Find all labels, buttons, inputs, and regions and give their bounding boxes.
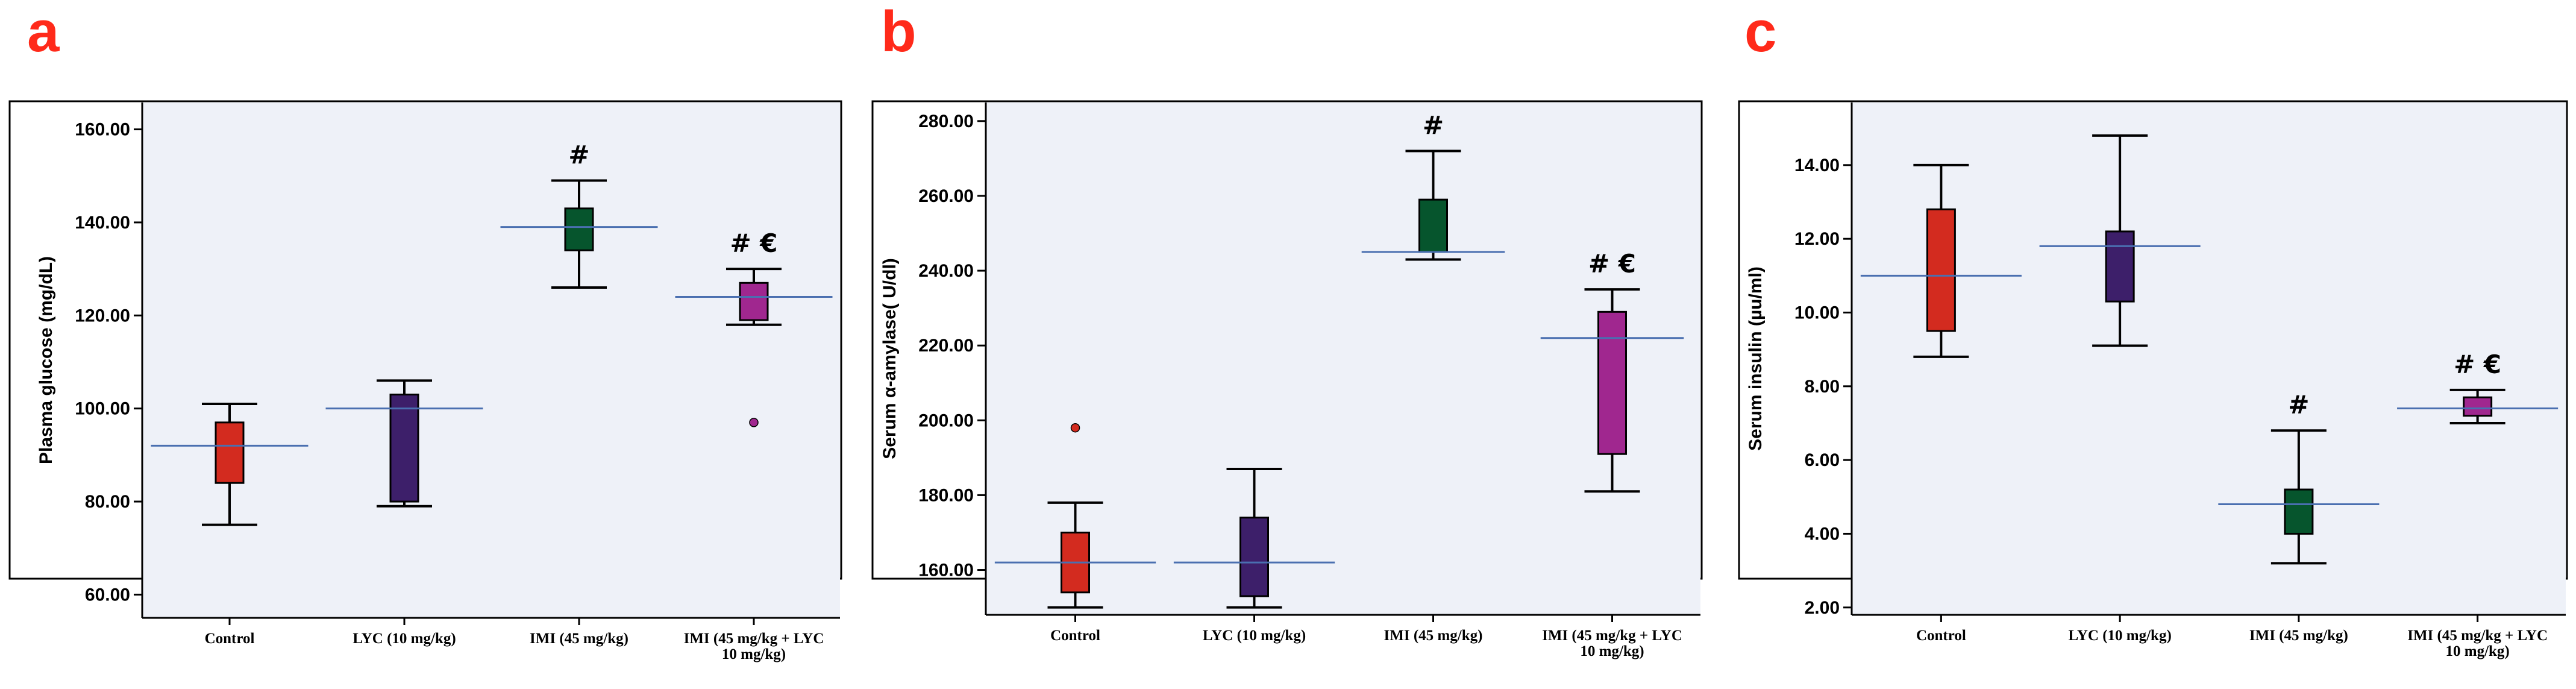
significance-annotation: # € <box>1588 249 1636 278</box>
box-group-3: # <box>1361 110 1505 261</box>
y-tick-label: 14.00 <box>1794 156 1840 175</box>
plot-area <box>1852 102 2566 615</box>
box-group-4: # € <box>1540 249 1684 493</box>
x-tick-label: IMI (45 mg/kg) <box>2249 628 2348 644</box>
panel-c: c 2.00 4.00 6.00 8.00 10.00 12.00 14.00 Serum in… <box>1738 0 2568 659</box>
y-tick-label: 100.00 <box>75 399 130 419</box>
x-tick-label: Control <box>1050 628 1100 644</box>
y-tick-label: 10.00 <box>1794 303 1840 322</box>
box <box>564 207 594 251</box>
box <box>1597 310 1627 455</box>
x-tick-label: 10 mg/kg) <box>1580 643 1644 659</box>
box-group-3: # <box>2218 390 2380 565</box>
x-tick-label: IMI (45 mg/kg + LYC <box>684 631 824 647</box>
x-tick-label: Control <box>205 631 255 647</box>
x-tick-label: IMI (45 mg/kg) <box>1384 628 1483 644</box>
significance-annotation: # <box>568 140 589 169</box>
box-group-4: # € <box>2397 350 2559 424</box>
y-tick-label: 4.00 <box>1805 524 1840 544</box>
y-tick-label: 200.00 <box>918 411 974 430</box>
x-tick-label: 10 mg/kg) <box>2446 643 2510 659</box>
y-tick-label: 8.00 <box>1805 377 1840 397</box>
y-tick-label: 240.00 <box>918 261 974 281</box>
x-tick-label: LYC (10 mg/kg) <box>353 631 456 647</box>
y-tick-label: 160.00 <box>918 561 974 580</box>
box-group-3: # <box>500 140 658 289</box>
x-tick-label: 10 mg/kg) <box>722 646 786 662</box>
plot-area <box>142 102 840 618</box>
significance-annotation: # € <box>2454 350 2501 379</box>
box-group-2 <box>325 379 483 508</box>
box-group-1 <box>994 423 1156 609</box>
y-tick-label: 12.00 <box>1794 229 1840 249</box>
significance-annotation: # € <box>730 228 777 258</box>
significance-annotation: # <box>1423 110 1444 140</box>
y-tick-label: 220.00 <box>918 336 974 356</box>
y-tick-label: 180.00 <box>918 485 974 505</box>
box <box>1239 517 1269 597</box>
y-axis-label: Plasma glucose (mg/dL) <box>36 256 56 464</box>
y-axis-label: Serum α-amylase( U/dl) <box>880 258 900 459</box>
y-tick-label: 60.00 <box>85 585 130 605</box>
box-group-1 <box>1860 163 2022 358</box>
x-tick-label: IMI (45 mg/kg) <box>530 631 628 647</box>
y-tick-label: 280.00 <box>918 112 974 131</box>
x-tick-label: LYC (10 mg/kg) <box>2068 628 2171 644</box>
panel-a: a 60.00 80.00 100.00 120.00 140.00 160.00 Plasm… <box>8 0 842 662</box>
box <box>1926 208 1956 332</box>
box <box>2284 488 2314 535</box>
outlier-point <box>1070 423 1080 433</box>
y-tick-label: 6.00 <box>1805 450 1840 470</box>
box <box>215 421 245 484</box>
panel-b: b 160.00 180.00 200.00 220.00 240.00 260.00 280… <box>871 0 1703 659</box>
significance-annotation: # <box>2288 390 2309 420</box>
y-axis-label: Serum insulin (µu/ml) <box>1746 266 1766 451</box>
x-tick-label: LYC (10 mg/kg) <box>1203 628 1306 644</box>
panel-letter-a: a <box>27 0 60 64</box>
x-tick-label: IMI (45 mg/kg + LYC <box>2407 628 2548 644</box>
box <box>739 282 769 321</box>
outlier-point <box>749 418 759 427</box>
box-group-1 <box>151 402 309 526</box>
box-group-2 <box>1173 467 1335 609</box>
y-tick-label: 2.00 <box>1805 598 1840 618</box>
box-group-4: # € <box>675 228 833 427</box>
box <box>1418 198 1448 253</box>
box <box>2463 396 2493 417</box>
box <box>389 394 419 503</box>
box <box>2105 230 2135 303</box>
panel-letter-c: c <box>1744 0 1776 64</box>
y-tick-label: 140.00 <box>75 213 130 233</box>
x-tick-label: IMI (45 mg/kg + LYC <box>1542 628 1682 644</box>
y-tick-label: 120.00 <box>75 306 130 326</box>
y-tick-label: 80.00 <box>85 492 130 512</box>
y-tick-label: 260.00 <box>918 186 974 206</box>
y-tick-label: 160.00 <box>75 120 130 140</box>
plot-area <box>986 102 1700 615</box>
box-group-2 <box>2039 134 2201 347</box>
panel-letter-b: b <box>881 0 917 64</box>
x-tick-label: Control <box>1916 628 1966 644</box>
